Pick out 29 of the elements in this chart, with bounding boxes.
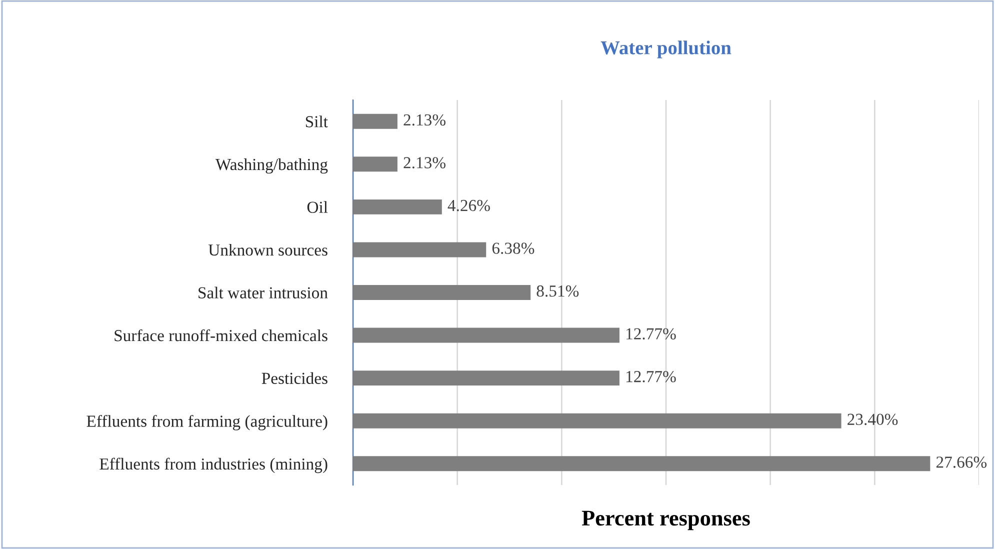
data-label: 4.26% — [448, 200, 490, 212]
data-label: 2.13% — [404, 114, 446, 126]
y-tick-label: Unknown sources — [208, 244, 328, 256]
y-tick-label: Oil — [307, 201, 328, 213]
y-tick-label: Pesticides — [262, 372, 328, 384]
bar — [353, 370, 620, 386]
data-label: 23.40% — [848, 414, 898, 426]
y-tick-label: Effluents from farming (agriculture) — [86, 414, 328, 430]
x-axis-title: Percent responses — [582, 510, 750, 530]
bar — [353, 328, 620, 343]
data-label: 12.77% — [626, 328, 676, 340]
data-label: 12.77% — [626, 370, 676, 382]
chart-title: Water pollution — [600, 40, 732, 58]
bar — [353, 413, 842, 428]
y-tick-label: Surface runoff-mixed chemicals — [114, 329, 328, 342]
bar — [353, 242, 486, 258]
data-label: 8.51% — [536, 285, 579, 297]
data-label: 6.38% — [492, 242, 534, 254]
bar — [353, 285, 531, 300]
bar — [353, 114, 398, 129]
y-tick-label: Silt — [306, 116, 328, 128]
bar — [353, 156, 398, 172]
y-tick-label: Washing/bathing — [215, 158, 328, 174]
bar — [353, 199, 442, 214]
bar — [353, 456, 930, 472]
y-tick-label: Effluents from industries (mining) — [100, 458, 328, 474]
y-tick-label: Salt water intrusion — [198, 286, 328, 298]
data-label: 27.66% — [936, 456, 987, 468]
data-label: 2.13% — [404, 157, 446, 168]
